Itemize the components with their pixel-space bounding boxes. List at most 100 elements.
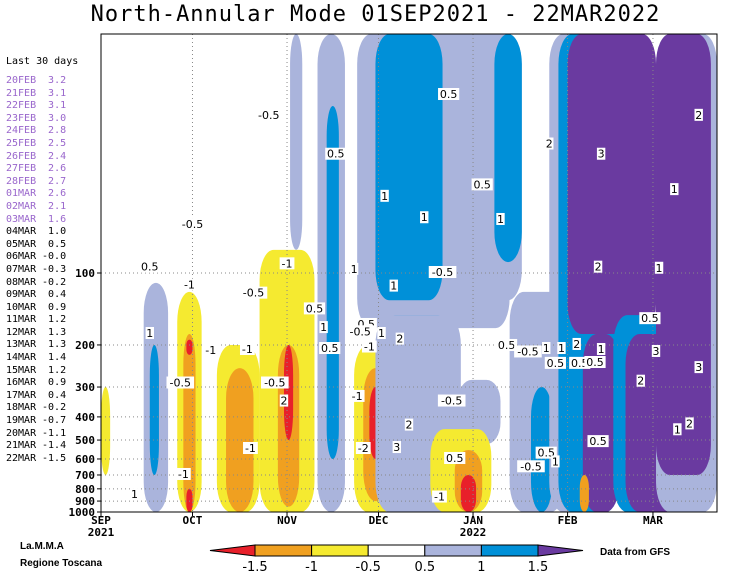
contour-label: -1 — [282, 257, 293, 270]
x-tick-label: JAN — [463, 514, 483, 527]
side-entry-value: -0.3 — [42, 263, 67, 275]
contour-label: -0.5 — [243, 287, 264, 300]
side-entry-value: -0.2 — [42, 402, 67, 414]
side-entry-date: 17MAR — [6, 389, 37, 401]
side-entry-date: 10MAR — [6, 301, 37, 313]
side-entry-date: 28FEB — [6, 175, 37, 187]
contour-label-bg — [428, 266, 457, 278]
contour-label-bg — [404, 418, 414, 431]
colorbar-segment — [254, 544, 313, 557]
contour-label-bg — [392, 441, 402, 454]
contour-label-bg — [544, 356, 566, 369]
side-entry-date: 24FEB — [6, 125, 37, 137]
side-entry-value: 0.9 — [48, 377, 67, 389]
contour-label: 0.5 — [306, 302, 324, 315]
x-tick-label: OCT — [183, 514, 203, 527]
contour-label-bg — [355, 441, 371, 454]
contour-label: 0.5 — [446, 452, 464, 465]
contour-label: -0.5 — [349, 325, 370, 338]
side-entry-value: -1.4 — [42, 440, 67, 452]
contour-label: 1 — [558, 342, 565, 355]
contour-label: -0.5 — [182, 218, 203, 231]
colorbar-segment — [367, 544, 426, 557]
contour-label: -1 — [364, 341, 375, 354]
heatmap-region — [290, 34, 303, 250]
contour-label-bg — [175, 467, 191, 480]
y-tick-label: 800 — [75, 483, 95, 496]
colorbar-low-triangle — [209, 544, 256, 557]
side-entry: 01MAR 2.6 — [6, 188, 66, 201]
contour-label: 1 — [131, 488, 138, 501]
side-entry-value: 0.9 — [48, 301, 67, 313]
side-entry-date: 25FEB — [6, 137, 37, 149]
contour-label-bg — [438, 88, 460, 101]
contour-label: 2 — [546, 138, 553, 151]
side-entry-date: 08MAR — [6, 276, 37, 288]
contour-label: -0.5 — [432, 266, 453, 279]
side-entry-date: 07MAR — [6, 263, 37, 275]
side-entry-date: 16MAR — [6, 377, 37, 389]
contour-label-bg — [261, 376, 289, 389]
y-tick-label: 100 — [75, 267, 95, 280]
side-entry: 25FEB 2.5 — [6, 138, 66, 151]
side-entry-value: 3.1 — [48, 100, 67, 112]
x-tick-label: NOV — [277, 514, 297, 527]
side-entry: 13MAR 1.3 — [6, 339, 66, 352]
side-entry-value: 1.3 — [48, 326, 67, 338]
side-entry-date: 09MAR — [6, 289, 37, 301]
heatmap-region — [457, 379, 501, 445]
side-entry-date: 20FEB — [6, 75, 37, 86]
side-entry: 22MAR -1.5 — [6, 453, 66, 466]
side-entry-value: 2.6 — [48, 163, 67, 175]
contour-label-bg — [377, 327, 386, 340]
side-entry: 04MAR 1.0 — [6, 226, 66, 239]
contour-label-bg — [432, 490, 447, 503]
contour-label-bg — [495, 338, 518, 351]
contour-label-bg — [319, 342, 341, 355]
colorbar-segment — [424, 544, 482, 557]
contour-label: 0.5 — [473, 178, 491, 191]
contour-label: 0.5 — [440, 88, 458, 101]
side-entry: 12MAR 1.3 — [6, 327, 66, 340]
contour-label-bg — [325, 147, 347, 160]
colorbar-label: -1 — [305, 560, 318, 575]
contour-label-bg — [279, 394, 289, 407]
contour-label-bg — [130, 488, 139, 501]
side-entry: 26FEB 2.4 — [6, 151, 66, 164]
heatmap-region — [717, 34, 726, 106]
contour-label-bg — [243, 441, 258, 454]
side-entry-value: 2.8 — [48, 125, 67, 137]
side-entry-value: 2.6 — [48, 188, 67, 200]
heatmap-region — [283, 344, 294, 441]
contour-label: 0.5 — [321, 342, 339, 355]
contour-label: 1 — [543, 342, 550, 355]
contour-label-bg — [542, 342, 551, 355]
colorbar-segment — [311, 544, 369, 557]
side-entry-value: -1.5 — [42, 452, 67, 464]
side-entry: 22FEB 3.1 — [6, 100, 66, 113]
contour-label: 0.5 — [586, 356, 604, 369]
side-entry-date: 23FEB — [6, 112, 37, 124]
side-entry-value: 1.2 — [48, 314, 67, 326]
contour-label: -1 — [434, 491, 445, 504]
side-entry: 09MAR 0.4 — [6, 289, 66, 302]
side-entry-date: 26FEB — [6, 150, 37, 162]
heatmap-region — [226, 368, 254, 512]
contour-label: 2 — [573, 338, 580, 351]
side-entry-date: 03MAR — [6, 213, 37, 225]
contour-label: 1 — [656, 262, 663, 275]
credit-lamma: La.M.M.A — [20, 541, 64, 552]
contour-label-bg — [389, 279, 398, 292]
heatmap-region — [149, 344, 159, 475]
contour-label: 2 — [686, 417, 693, 430]
last-30-days-list: 20FEB 3.2 21FEB 3.1 22FEB 3.1 23FEB 3.0 24FEB 2.8… — [6, 75, 66, 465]
side-entry-value: 0.4 — [48, 289, 67, 301]
side-entry: 16MAR 0.9 — [6, 377, 66, 390]
side-entry: 17MAR 0.4 — [6, 390, 66, 403]
contour-label-bg — [572, 337, 581, 350]
contour-label-bg — [279, 257, 295, 270]
contour-label: 2 — [595, 261, 602, 274]
side-entry-date: 21FEB — [6, 87, 37, 99]
contour-label-bg — [670, 183, 679, 196]
colorbar-label: -1.5 — [242, 560, 267, 575]
